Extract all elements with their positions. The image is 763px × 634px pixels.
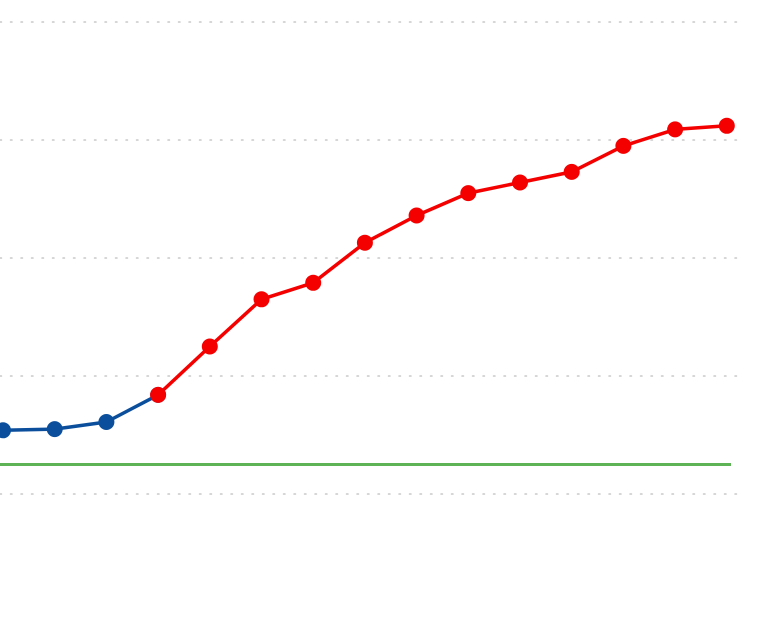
series-2-point-10 xyxy=(512,174,528,191)
series-2-point-9 xyxy=(460,185,477,202)
series-lines xyxy=(1,124,729,433)
series-1-point-0 xyxy=(0,422,11,439)
series-2-point-3 xyxy=(150,386,167,403)
series-line-1 xyxy=(1,393,160,433)
series-2-point-12 xyxy=(615,137,632,154)
series-line-2 xyxy=(156,124,729,397)
series-2-point-8 xyxy=(408,207,425,224)
series-2-point-13 xyxy=(667,121,684,138)
series-1-point-1 xyxy=(46,421,63,438)
series-2-point-11 xyxy=(563,163,580,180)
series-2-point-4 xyxy=(201,338,218,355)
series-1-point-2 xyxy=(98,414,115,430)
series-2-point-14 xyxy=(718,117,735,134)
series-2-point-7 xyxy=(356,234,373,251)
series-2-point-6 xyxy=(305,274,322,291)
series-2-point-5 xyxy=(253,291,270,308)
series-points xyxy=(0,117,735,439)
